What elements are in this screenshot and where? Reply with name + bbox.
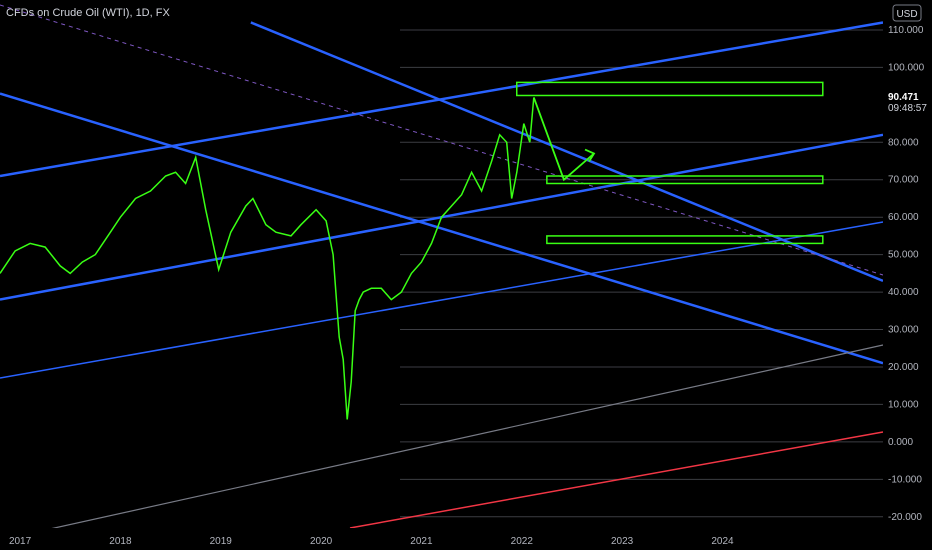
- trend-line-3[interactable]: [250, 21, 884, 283]
- projection-path[interactable]: [532, 97, 595, 182]
- x-tick-label: 2018: [109, 536, 132, 547]
- y-tick-label: 20.000: [888, 362, 919, 373]
- y-tick-label: -10.000: [888, 474, 922, 485]
- y-tick-label: 110.000: [888, 25, 924, 36]
- x-axis-ticks: 2017 2018 2019 2020 2021 2022 2023 2024: [9, 536, 734, 547]
- y-axis-ticks: 110.000 100.000 80.000 70.000 60.000 50.000 40…: [888, 25, 925, 523]
- x-tick-label: 2022: [511, 536, 534, 547]
- trend-lines: [0, 4, 884, 541]
- x-tick-label: 2024: [711, 536, 734, 547]
- zone-box-2[interactable]: [546, 235, 824, 245]
- horizontal-level-lines: [400, 29, 883, 518]
- dashed-mid-line[interactable]: [0, 4, 884, 276]
- y-tick-label: 100.000: [888, 62, 925, 73]
- price-axis[interactable]: [883, 0, 932, 550]
- y-tick-label: 70.000: [888, 175, 919, 186]
- x-tick-label: 2023: [611, 536, 634, 547]
- zone-box-0[interactable]: [516, 81, 824, 97]
- x-tick-label: 2019: [210, 536, 233, 547]
- time-axis[interactable]: [0, 528, 883, 550]
- thin-trend-line[interactable]: [0, 221, 884, 379]
- y-tick-label: 50.000: [888, 250, 919, 261]
- y-tick-label: 80.000: [888, 137, 919, 148]
- y-tick-label: 40.000: [888, 287, 919, 298]
- y-tick-label: 30.000: [888, 325, 919, 336]
- arrow-head: [584, 148, 596, 163]
- zone-box-1[interactable]: [546, 175, 824, 185]
- price-line: [0, 97, 535, 420]
- x-tick-label: 2017: [9, 536, 32, 547]
- grey-trend-line[interactable]: [0, 344, 884, 541]
- last-price-value: 90.471: [888, 92, 919, 103]
- zone-boxes: [516, 81, 824, 245]
- y-tick-label: 60.000: [888, 212, 919, 223]
- chart-title: CFDs on Crude Oil (WTI), 1D, FX: [6, 7, 170, 19]
- price-series: [0, 97, 535, 420]
- x-tick-label: 2021: [410, 536, 433, 547]
- y-tick-label: 0.000: [888, 437, 913, 448]
- currency-label: USD: [896, 9, 917, 20]
- x-tick-label: 2020: [310, 536, 333, 547]
- bar-countdown: 09:48:57: [888, 103, 927, 114]
- trend-line-2[interactable]: [0, 92, 884, 365]
- last-price-label: 90.471 09:48:57: [888, 92, 927, 114]
- projection-arrow: [532, 97, 596, 182]
- currency-badge[interactable]: USD: [892, 4, 922, 22]
- red-trend-line[interactable]: [349, 431, 884, 529]
- y-tick-label: -20.000: [888, 512, 922, 523]
- y-tick-label: 10.000: [888, 399, 919, 410]
